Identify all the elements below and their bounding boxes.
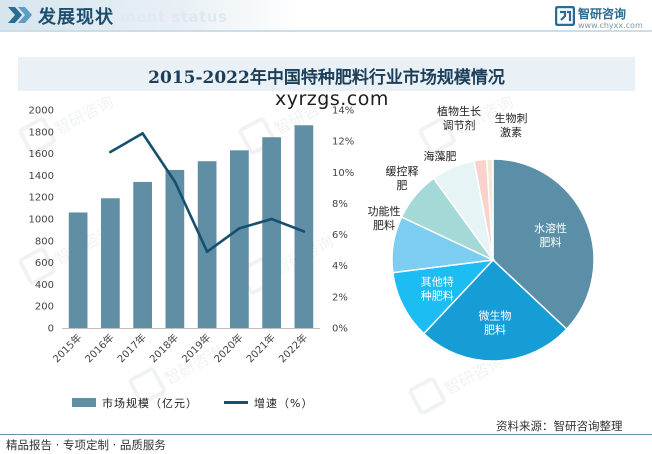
left-tick-label: 400 xyxy=(35,280,54,291)
bar-3 xyxy=(165,169,185,328)
growth-point xyxy=(141,132,144,135)
brand-url: www.chyxx.com xyxy=(578,21,643,30)
site-watermark: xyrzgs.com xyxy=(275,88,389,110)
x-tick-label: 2017年 xyxy=(114,331,148,365)
left-tick-label: 1600 xyxy=(29,149,54,160)
pie-label-1: 微生物肥料 xyxy=(478,309,511,337)
growth-point xyxy=(205,250,209,253)
pie-slice-1 xyxy=(422,258,568,362)
bar-2 xyxy=(133,181,152,328)
left-y-axis: 0 200 400 600 800 1000 1200 1400 1600 1800 2000 xyxy=(29,106,54,335)
bar-5 xyxy=(230,150,249,328)
left-tick-label: 1800 xyxy=(29,127,54,138)
x-tick-label: 2015年 xyxy=(50,331,84,365)
pie-label-0: 水溶性肥料 xyxy=(534,221,567,249)
pie-label-7: 生物刺激素 xyxy=(495,111,528,139)
footer-tagline: 精品报告 · 专项定制 · 品质服务 xyxy=(6,438,166,452)
left-tick-label: 1200 xyxy=(29,193,54,204)
growth-point xyxy=(109,150,112,154)
x-tick-label: 2021年 xyxy=(243,331,277,365)
pie-label-3: 功能性肥料 xyxy=(368,204,401,232)
section-title: 发展现状 xyxy=(38,7,114,28)
left-tick-label: 2000 xyxy=(29,106,54,117)
watermark-logo-text: 智研咨询 xyxy=(51,92,116,139)
section-subtitle-ghost: ment status xyxy=(120,8,228,26)
growth-point xyxy=(173,180,177,183)
bar-1 xyxy=(101,198,120,328)
chart-title-band: 2015-2022年中国特种肥料行业市场规模情况 xyxy=(18,57,635,91)
pie-slice-7 xyxy=(485,158,494,261)
pie-label-5: 海藻肥 xyxy=(424,149,457,163)
page-header: 发展现状 ment status xyxy=(0,0,652,36)
right-tick-label: 8% xyxy=(332,199,348,210)
x-tick-label: 2022年 xyxy=(276,331,310,365)
left-tick-label: 1400 xyxy=(29,171,54,182)
legend-swatch-line xyxy=(224,401,248,404)
brand-logo-icon xyxy=(555,6,575,26)
footer-divider xyxy=(0,434,652,435)
line-series xyxy=(109,132,306,253)
watermark-logo-0: 智研咨询 xyxy=(18,92,117,155)
pie-slice-0 xyxy=(492,158,595,331)
right-tick-label: 14% xyxy=(332,106,354,117)
left-tick-label: 0 xyxy=(48,324,54,335)
right-tick-label: 10% xyxy=(332,168,354,179)
left-tick-label: 600 xyxy=(35,258,54,269)
brand-name: 智研咨询 xyxy=(578,7,627,21)
watermark-logo-icon xyxy=(408,377,446,415)
x-axis: 2015年 2016年 2017年 2018年 2019年 2020年 2021年 2022年 xyxy=(50,328,320,365)
pie-slice-2 xyxy=(391,258,495,335)
legend-label-growth: 增速（%） xyxy=(254,397,314,410)
watermark-logo-icon xyxy=(418,117,456,155)
brand-logo: 智研咨询 www.chyxx.com xyxy=(555,4,650,32)
growth-point xyxy=(270,217,273,221)
right-tick-label: 0% xyxy=(332,324,348,335)
pie-label-6: 植物生长调节剂 xyxy=(437,104,481,132)
bar-series xyxy=(68,125,314,328)
growth-point xyxy=(238,227,241,230)
left-tick-label: 1000 xyxy=(29,215,54,226)
growth-point xyxy=(302,230,306,233)
chart-title: 2015-2022年中国特种肥料行业市场规模情况 xyxy=(148,68,505,88)
right-tick-label: 4% xyxy=(332,261,348,272)
left-tick-label: 200 xyxy=(35,302,54,313)
bar-7 xyxy=(294,125,314,328)
double-chevron-icon xyxy=(8,7,32,23)
watermark-logo-4: 智研咨询 xyxy=(238,232,337,295)
data-source: 资料来源：智研咨询整理 xyxy=(496,419,623,433)
right-tick-label: 2% xyxy=(332,292,348,303)
header-divider xyxy=(0,30,652,32)
watermark-logo-icon xyxy=(18,247,56,285)
legend-label-market-size: 市场规模（亿元） xyxy=(102,397,198,410)
pie-label-2: 其他特种肥料 xyxy=(421,274,454,302)
x-tick-label: 2016年 xyxy=(82,331,116,365)
watermark-logo-icon xyxy=(128,367,166,405)
bar-6 xyxy=(262,137,281,328)
bar-0 xyxy=(68,212,88,328)
watermark-logo-icon xyxy=(18,117,56,155)
bar-4 xyxy=(197,161,217,328)
right-tick-label: 6% xyxy=(332,230,348,241)
header-band xyxy=(0,0,300,30)
pie-label-4: 缓控释肥 xyxy=(386,164,419,192)
watermark-logo-6: 智研咨询 xyxy=(128,342,227,405)
right-tick-label: 12% xyxy=(332,137,354,148)
right-y-axis: 0% 2% 4% 6% 8% 10% 12% 14% xyxy=(332,106,354,335)
bar-line-chart: 0 200 400 600 800 1000 1200 1400 1600 1800 2000 0%… xyxy=(29,106,355,366)
left-tick-label: 800 xyxy=(35,236,54,247)
legend-swatch-bar xyxy=(72,398,96,407)
x-tick-label: 2018年 xyxy=(147,331,181,365)
